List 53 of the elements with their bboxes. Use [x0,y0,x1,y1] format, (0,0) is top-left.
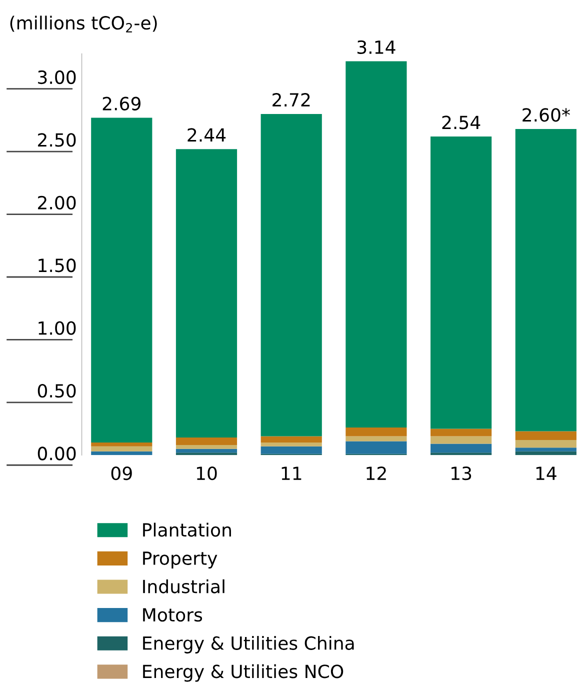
legend-label: Plantation [143,522,231,537]
total-label: 2.54 [442,116,480,130]
x-tick-label: 12 [366,466,386,480]
legend-label: Motors [143,608,202,622]
y-tick-label: 2.50 [38,133,76,147]
bar [430,452,492,456]
bar [260,436,322,443]
y-tick-label: 0.50 [38,384,76,398]
legend-label: Energy & Utilities China [143,636,354,654]
total-label: 2.60* [522,108,570,122]
bar [515,431,576,440]
bar [430,136,492,429]
legend-label: Energy & Utilities NCO [143,664,344,682]
bar [430,444,492,453]
y-axis-title: (millions tCO$_{2}$-e) [10,16,157,32]
legend-label: Property [143,552,218,569]
y-tick-label: 1.50 [38,258,76,272]
x-tick-label: 11 [282,466,302,480]
bar [430,436,492,444]
bar [346,441,407,454]
total-label: 2.69 [102,96,140,110]
bar [346,61,407,428]
y-tick-label: 3.00 [38,70,76,84]
bar [176,448,238,453]
total-label: 3.14 [357,40,396,54]
bar [91,118,152,443]
bar [430,428,492,436]
bar [176,149,238,438]
bar [346,428,407,436]
bar [260,446,322,454]
bar [91,442,152,446]
bar [515,448,576,452]
bar [176,445,238,449]
bar [91,446,152,452]
x-tick-label: 09 [111,466,132,480]
total-label: 2.44 [188,128,226,142]
bar [515,440,576,448]
y-tick-label: 1.00 [38,321,76,335]
x-tick-label: 10 [196,466,217,480]
bar [176,438,238,446]
y-tick-label: 0.00 [38,446,76,460]
bar [515,129,576,432]
legend-label: Industrial [143,579,224,594]
total-label: 2.72 [272,93,310,106]
bar [260,442,322,446]
x-tick-label: 14 [536,466,556,480]
bar [260,114,322,436]
bar [176,452,238,456]
bar [91,451,152,456]
y-tick-label: 2.00 [38,196,76,210]
bar [515,451,576,456]
bar [346,436,407,442]
x-tick-label: 13 [452,466,472,480]
